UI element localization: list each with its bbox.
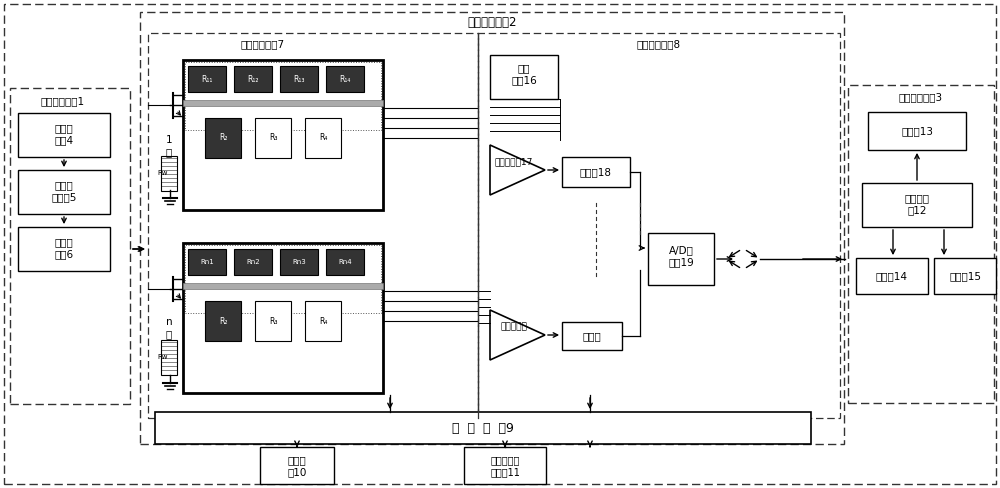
Bar (161, 156, 177, 191)
Bar (188, 249, 226, 275)
Bar (183, 243, 383, 393)
Text: 区: 区 (166, 329, 172, 339)
Bar (234, 66, 272, 92)
Bar (161, 340, 177, 375)
Bar (18, 227, 110, 271)
Text: 通道放大器17: 通道放大器17 (495, 158, 533, 166)
Text: R₁₁: R₁₁ (201, 75, 213, 83)
Bar (205, 118, 241, 158)
Text: 应变检测模块7: 应变检测模块7 (241, 39, 285, 49)
Text: 电源转: 电源转 (55, 180, 73, 190)
Text: Rn4: Rn4 (338, 259, 352, 265)
Text: R₁₄: R₁₄ (339, 75, 351, 83)
Text: 电子: 电子 (518, 63, 530, 73)
Bar (862, 183, 972, 227)
Text: 件12: 件12 (907, 205, 927, 215)
Bar (183, 283, 383, 289)
Text: 无线数据传: 无线数据传 (490, 455, 520, 465)
Bar (148, 33, 478, 418)
Text: R₄: R₄ (319, 317, 327, 325)
Text: R₂: R₂ (219, 134, 227, 142)
Bar (478, 33, 840, 418)
Bar (188, 66, 226, 92)
Text: 块10: 块10 (287, 467, 307, 477)
Bar (185, 245, 381, 313)
Text: 远程监测模块3: 远程监测模块3 (899, 92, 943, 102)
Bar (868, 112, 966, 150)
Text: 信号调理模块8: 信号调理模块8 (637, 39, 681, 49)
Text: 电源管理模块1: 电源管理模块1 (41, 96, 85, 106)
Text: 工业交: 工业交 (55, 123, 73, 133)
Bar (305, 118, 341, 158)
Bar (18, 170, 110, 214)
Text: 信号处理模块2: 信号处理模块2 (467, 17, 517, 29)
Bar (185, 62, 381, 130)
Text: 准源6: 准源6 (54, 249, 74, 259)
Bar (856, 258, 928, 294)
Text: Rw: Rw (158, 354, 168, 360)
Text: 显示器13: 显示器13 (901, 126, 933, 136)
Bar (326, 66, 364, 92)
Text: 流电4: 流电4 (54, 135, 74, 145)
Bar (10, 88, 130, 404)
Text: R₁₃: R₁₃ (293, 75, 305, 83)
Bar (183, 100, 383, 106)
Text: R₃: R₃ (269, 134, 277, 142)
Text: 输模块11: 输模块11 (490, 467, 520, 477)
Text: Rn3: Rn3 (292, 259, 306, 265)
Bar (260, 447, 334, 484)
Text: 区: 区 (166, 147, 172, 157)
Bar (255, 301, 291, 341)
Bar (562, 157, 630, 187)
Text: R₁₂: R₁₂ (247, 75, 259, 83)
Bar (140, 12, 844, 444)
Bar (305, 301, 341, 341)
Bar (205, 301, 241, 341)
Text: A/D转: A/D转 (669, 245, 693, 255)
Bar (234, 249, 272, 275)
Text: 存储模: 存储模 (288, 455, 306, 465)
Text: R₃: R₃ (269, 317, 277, 325)
Bar (648, 233, 714, 285)
Text: n: n (166, 317, 172, 327)
Text: 滤波器: 滤波器 (583, 331, 601, 341)
Polygon shape (490, 310, 545, 360)
Bar (490, 55, 558, 99)
Bar (183, 60, 383, 210)
Text: Rn2: Rn2 (246, 259, 260, 265)
Text: R₂: R₂ (219, 317, 227, 325)
Bar (280, 249, 318, 275)
Text: 换模块5: 换模块5 (51, 192, 77, 202)
Text: 打印机15: 打印机15 (949, 271, 981, 281)
Text: Rn1: Rn1 (200, 259, 214, 265)
Text: 存储器14: 存储器14 (876, 271, 908, 281)
Text: R₄: R₄ (319, 134, 327, 142)
Bar (280, 66, 318, 92)
Text: 1: 1 (166, 135, 172, 145)
Text: 电压基: 电压基 (55, 237, 73, 247)
Bar (18, 113, 110, 157)
Text: 通道放大器: 通道放大器 (501, 323, 527, 331)
Bar (848, 85, 994, 403)
Text: 上位机软: 上位机软 (904, 193, 930, 203)
Polygon shape (490, 145, 545, 195)
Bar (562, 322, 622, 350)
Bar (934, 258, 996, 294)
Text: 滤波器18: 滤波器18 (580, 167, 612, 177)
Bar (464, 447, 546, 484)
Bar (155, 412, 811, 444)
Text: 开关16: 开关16 (511, 75, 537, 85)
Text: Rw: Rw (158, 170, 168, 176)
Bar (255, 118, 291, 158)
Text: 换器19: 换器19 (668, 257, 694, 267)
Bar (326, 249, 364, 275)
Text: 微  处  理  器9: 微 处 理 器9 (452, 422, 514, 434)
